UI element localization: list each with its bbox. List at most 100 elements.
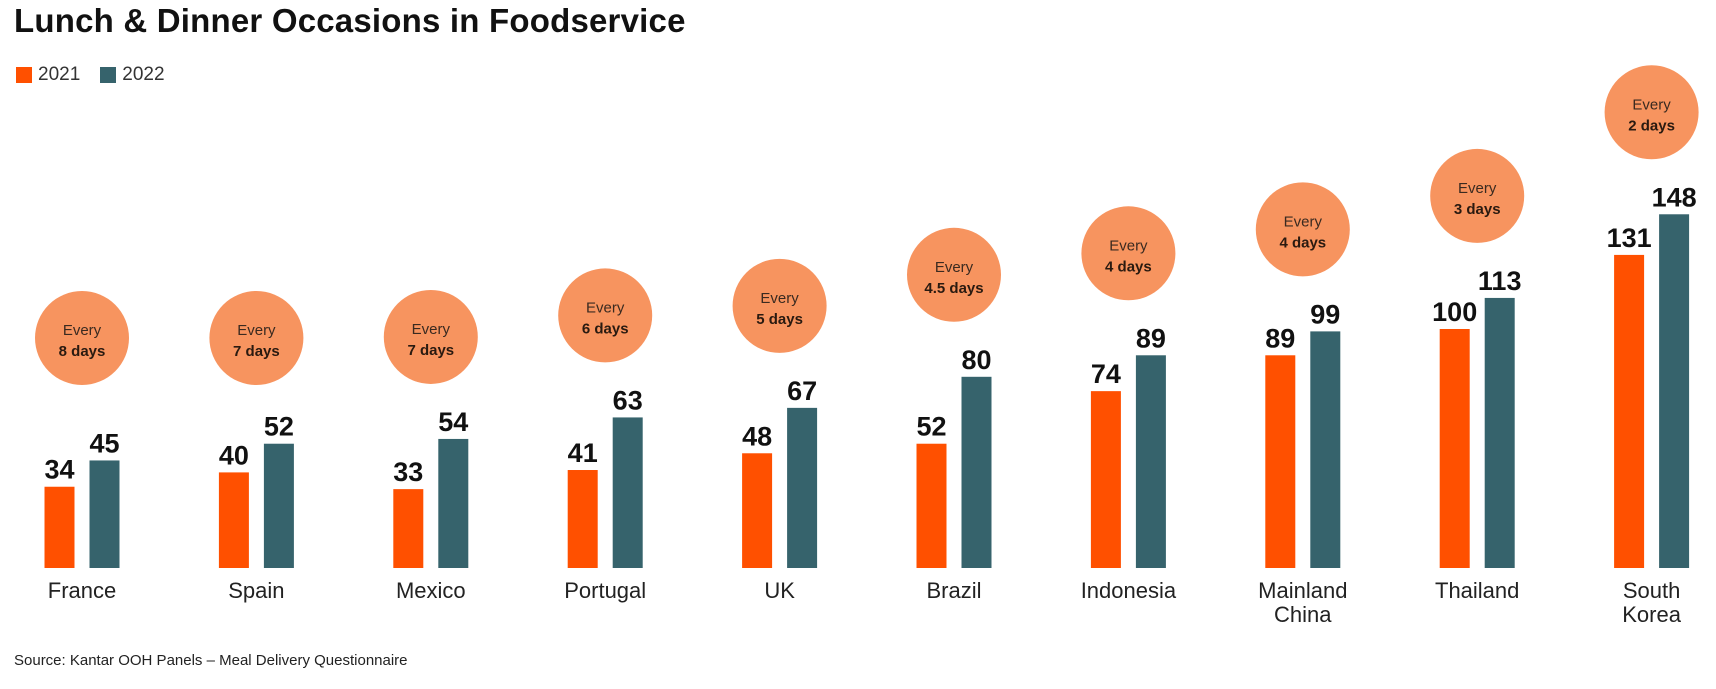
bar-2022-france	[89, 460, 120, 568]
bar-2021-uk	[742, 453, 773, 568]
bubble-days-mainland-china: 4 days	[1279, 234, 1326, 251]
bubble-days-brazil: 4.5 days	[924, 280, 983, 297]
category-label-mainland-china-line2: China	[1274, 602, 1332, 627]
bubble-every-south-korea: Every	[1632, 96, 1671, 113]
value-label-2022-indonesia: 89	[1136, 323, 1166, 353]
value-label-2021-spain: 40	[219, 440, 249, 470]
category-label-france: France	[48, 578, 116, 603]
bubble-days-thailand: 3 days	[1454, 201, 1501, 218]
frequency-bubble-south-korea	[1604, 65, 1699, 160]
value-label-2022-mexico: 54	[438, 407, 468, 437]
frequency-bubble-portugal	[558, 268, 653, 363]
bar-2021-spain	[218, 472, 249, 568]
bar-2021-france	[44, 486, 75, 568]
bar-2022-portugal	[612, 417, 643, 568]
category-label-mainland-china-line1: Mainland	[1258, 578, 1347, 603]
bubble-days-france: 8 days	[59, 343, 106, 360]
group-brazil: 52 80 Brazil Every 4.5 days	[907, 227, 1001, 603]
bubble-days-south-korea: 2 days	[1628, 117, 1675, 134]
bar-2021-south-korea	[1614, 254, 1645, 568]
bar-2021-thailand	[1439, 329, 1470, 568]
value-label-2022-mainland-china: 99	[1310, 299, 1340, 329]
bar-2022-thailand	[1484, 297, 1515, 568]
value-label-2022-thailand: 113	[1478, 266, 1522, 296]
bubble-days-indonesia: 4 days	[1105, 258, 1152, 275]
bar-2022-spain	[263, 443, 294, 568]
value-label-2021-brazil: 52	[916, 412, 946, 442]
value-label-2022-brazil: 80	[961, 345, 991, 375]
category-label-portugal: Portugal	[564, 578, 646, 603]
frequency-bubble-thailand	[1430, 148, 1525, 243]
frequency-bubble-france	[35, 291, 129, 385]
bar-2022-mainland-china	[1310, 331, 1341, 568]
value-label-2022-portugal: 63	[613, 385, 643, 415]
frequency-bubble-spain	[209, 291, 304, 385]
legend-label-2021: 2021	[38, 64, 81, 85]
value-label-2022-uk: 67	[787, 376, 817, 406]
value-label-2021-mainland-china: 89	[1265, 323, 1295, 353]
bar-2021-indonesia	[1090, 391, 1121, 568]
bubble-every-indonesia: Every	[1109, 237, 1148, 254]
chart-title: Lunch & Dinner Occasions in Foodservice	[14, 2, 686, 39]
bubble-every-portugal: Every	[586, 299, 625, 316]
value-label-2022-france: 45	[89, 428, 119, 458]
bubble-every-brazil: Every	[935, 259, 974, 276]
legend: 2021 2022	[16, 64, 165, 86]
category-label-south-korea-line2: Korea	[1622, 602, 1681, 627]
legend-item-2022: 2022	[100, 64, 165, 86]
group-mexico: 33 54 Mexico Every 7 days	[383, 289, 478, 603]
frequency-bubble-mainland-china	[1255, 182, 1350, 277]
frequency-bubble-indonesia	[1081, 206, 1176, 301]
bar-2022-mexico	[438, 438, 469, 568]
bubble-days-mexico: 7 days	[407, 342, 454, 359]
group-france: 34 45 France Every 8 days	[35, 291, 129, 603]
value-label-2021-portugal: 41	[568, 438, 598, 468]
bar-2021-portugal	[567, 470, 598, 568]
category-label-spain: Spain	[228, 578, 284, 603]
bubble-every-france: Every	[63, 322, 102, 339]
value-label-2021-france: 34	[44, 455, 74, 485]
bar-2021-brazil	[916, 443, 947, 568]
category-label-indonesia: Indonesia	[1081, 578, 1177, 603]
group-spain: 40 52 Spain Every 7 days	[209, 291, 304, 603]
legend-label-2022: 2022	[122, 64, 165, 85]
bubble-days-spain: 7 days	[233, 343, 280, 360]
legend-swatch-2021	[16, 67, 32, 83]
value-label-2021-mexico: 33	[393, 457, 423, 487]
bar-2022-south-korea	[1659, 214, 1690, 568]
value-label-2022-spain: 52	[264, 412, 294, 442]
value-label-2021-uk: 48	[742, 421, 772, 451]
bar-2021-mexico	[393, 489, 424, 568]
bar-2022-indonesia	[1135, 355, 1166, 568]
bar-2021-mainland-china	[1265, 355, 1296, 568]
group-indonesia: 74 89 Indonesia Every 4 days	[1081, 206, 1177, 603]
bubble-every-mexico: Every	[412, 321, 451, 338]
bubble-days-uk: 5 days	[756, 311, 803, 328]
value-label-2021-indonesia: 74	[1091, 359, 1121, 389]
frequency-bubble-uk	[732, 258, 827, 353]
group-uk: 48 67 UK Every 5 days	[732, 258, 827, 603]
bubble-every-mainland-china: Every	[1284, 213, 1323, 230]
category-label-uk: UK	[764, 578, 795, 603]
legend-item-2021: 2021	[16, 64, 80, 86]
bar-2022-uk	[787, 407, 818, 568]
group-portugal: 41 63 Portugal Every 6 days	[558, 268, 653, 603]
bar-2022-brazil	[961, 376, 992, 568]
value-label-2021-thailand: 100	[1432, 297, 1477, 327]
frequency-bubble-brazil	[907, 227, 1001, 322]
bubble-every-thailand: Every	[1458, 180, 1497, 197]
source-note: Source: Kantar OOH Panels – Meal Deliver…	[14, 652, 408, 669]
value-label-2022-south-korea: 148	[1652, 182, 1697, 212]
category-label-mexico: Mexico	[396, 578, 466, 603]
bubble-every-uk: Every	[760, 290, 799, 307]
value-label-2021-south-korea: 131	[1607, 223, 1652, 253]
category-label-south-korea-line1: South	[1623, 578, 1681, 603]
bubble-every-spain: Every	[237, 322, 276, 339]
bubble-days-portugal: 6 days	[582, 320, 629, 337]
category-label-brazil: Brazil	[926, 578, 981, 603]
frequency-bubble-mexico	[383, 289, 478, 384]
